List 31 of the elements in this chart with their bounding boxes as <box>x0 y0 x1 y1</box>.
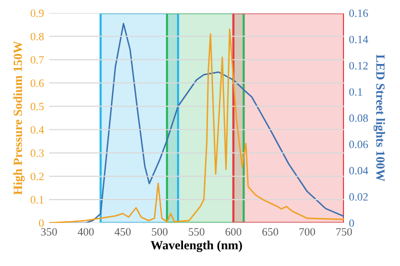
x-tick-label: 600 <box>226 228 242 236</box>
x-tick-label: 750 <box>336 228 352 236</box>
y2-tick-label: 0.02 <box>349 193 368 201</box>
y2-tick-label: 0 <box>349 219 354 227</box>
x-tick-label: 350 <box>41 228 57 236</box>
y2-tick-label: 0.12 <box>349 62 368 70</box>
y-tick-label: 0.1 <box>30 196 44 204</box>
y2-tick-label: 0.1 <box>349 88 362 96</box>
y2-tick-label: 0.08 <box>349 114 368 122</box>
y-tick-label: 0 <box>39 219 44 227</box>
y-tick-label: 0.9 <box>30 10 44 18</box>
y-tick-label: 0.3 <box>30 149 44 157</box>
y2-tick-label: 0.06 <box>349 140 368 148</box>
y-tick-label: 0.2 <box>30 172 44 180</box>
y-tick-label: 0.8 <box>30 32 44 40</box>
y-tick-label: 0.5 <box>30 102 44 110</box>
y2-tick-label: 0.16 <box>349 10 368 18</box>
y2-tick-label: 0.04 <box>349 166 368 174</box>
y-tick-label: 0.4 <box>30 126 44 134</box>
x-axis-title: Wavelength (nm) <box>150 240 242 252</box>
x-tick-label: 500 <box>152 228 168 236</box>
x-tick-label: 450 <box>114 228 131 236</box>
y2-axis-title: LED Street lights 100W <box>374 54 385 182</box>
x-tick-label: 650 <box>262 228 278 236</box>
x-tick-label: 400 <box>78 228 94 236</box>
y-tick-label: 0.6 <box>30 79 44 88</box>
x-tick-label: 700 <box>300 228 316 236</box>
y2-tick-label: 0.14 <box>349 36 368 44</box>
y-tick-label: 0.7 <box>30 56 44 64</box>
x-tick-label: 550 <box>188 228 204 236</box>
y-axis-title: High Pressure Sodium 150W <box>13 41 25 195</box>
